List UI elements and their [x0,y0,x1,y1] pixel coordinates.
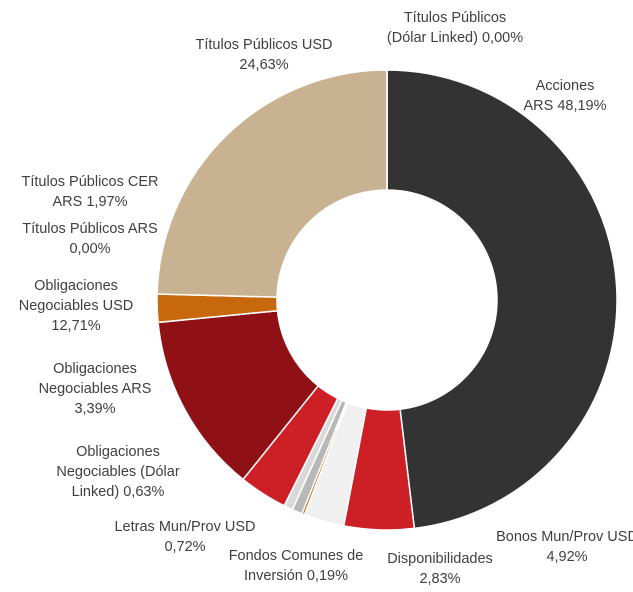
label-line: 12,71% [51,318,100,334]
label-line: 0,00% [69,241,110,257]
label-line: Negociables (Dólar [56,464,179,480]
slice [386,69,618,530]
label-line: ARS 1,97% [53,194,128,210]
label-line: (Dólar Linked) 0,00% [387,30,523,46]
slice-label: Títulos Públicos (Dólar Linked) 0,00% [387,10,523,46]
label-line: Títulos Públicos [404,10,506,26]
label-line: 3,39% [74,401,115,417]
slice-label: Títulos Públicos CER ARS 1,97% [22,174,159,210]
label-line: 0,72% [164,539,205,555]
slice-label: Bonos Mun/Prov USD 4,92% [496,529,633,565]
label-line: Títulos Públicos USD [196,37,333,53]
slice-label: Obligaciones Negociables (Dólar Linked) 0,… [56,444,179,500]
label-line: Negociables ARS [39,381,152,397]
slice-label: Letras Mun/Prov USD 0,72% [114,519,255,555]
slice [156,69,388,298]
label-line: Títulos Públicos CER [22,174,159,190]
label-line: Disponibilidades [387,551,493,567]
slice-label: Obligaciones Negociables USD 12,71% [19,278,133,334]
slice-label: Disponibilidades 2,83% [387,551,493,587]
label-line: Títulos Públicos ARS [22,221,157,237]
label-line: Fondos Comunes de [229,548,364,564]
label-line: ARS 48,19% [523,98,606,114]
label-line: Negociables USD [19,298,133,314]
label-line: Obligaciones [34,278,118,294]
label-line: 24,63% [239,57,288,73]
label-line: 4,92% [546,549,587,565]
label-line: Obligaciones [53,361,137,377]
label-line: Linked) 0,63% [72,484,165,500]
label-line: Obligaciones [76,444,160,460]
slice-label: Títulos Públicos USD 24,63% [196,37,333,73]
slice-label: Obligaciones Negociables ARS 3,39% [39,361,152,417]
slice-label: Acciones ARS 48,19% [523,78,606,114]
label-line: Acciones [536,78,595,94]
slice-label: Fondos Comunes de Inversión 0,19% [229,548,364,584]
label-line: Inversión 0,19% [244,568,348,584]
label-line: Bonos Mun/Prov USD [496,529,633,545]
label-line: 2,83% [419,571,460,587]
slice-label: Títulos Públicos ARS 0,00% [22,221,157,257]
label-line: Letras Mun/Prov USD [114,519,255,535]
